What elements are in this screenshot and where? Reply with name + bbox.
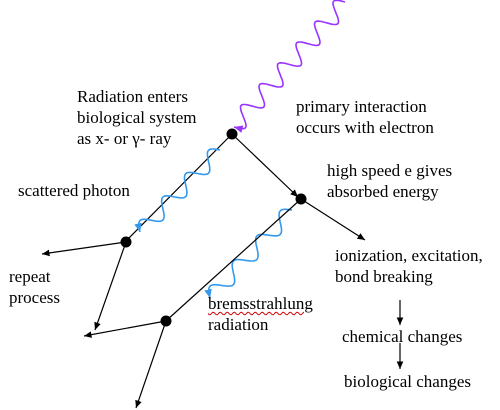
primary-interaction-label-line-1: primary interaction [296,97,427,116]
repeat-branch-left-arrow [41,241,127,257]
chemical-changes-label: chemical changes [342,327,463,346]
primary-interaction-label-line-2: occurs with electron [296,118,434,137]
scattered-photon-label: scattered photon [18,181,130,200]
repeat-process-label-line-1: repeat [9,267,51,286]
high-speed-electron-label-line-1: high speed e gives [327,161,453,180]
primary-interaction-dot [226,128,238,140]
photon-path-line-1 [125,133,233,242]
incoming-ray-wave [233,0,346,133]
electron-to-ionization-line [300,198,366,241]
high-speed-electron-label-line-2: absorbed energy [327,182,439,201]
electron-path-line [231,133,299,198]
biological-changes-label: biological changes [344,372,471,391]
lower-branch-down-arrow [135,320,167,409]
scattered-photon-wave [134,148,221,233]
scatter-point-dot [120,236,132,248]
repeat-process-label-line-2: process [9,288,60,307]
radiation-enters-label-line-3: as x- or γ- ray [77,129,172,148]
secondary-photon-wave [204,208,293,299]
radiation-enters-label-line-2: biological system [77,108,197,127]
radiation-enters-label-line-1: Radiation enters [77,87,188,106]
ionization-label-line-1: ionization, excitation, [335,246,483,265]
electron-to-bremsstrahlung-line [166,198,302,321]
bremsstrahlung-label-line-1: bremsstrahlung [208,294,313,313]
repeat-branch-down-arrow [94,241,127,331]
lower-branch-left-arrow [83,320,167,338]
bremsstrahlung-label-line-2: radiation [208,315,269,334]
ionization-label-line-2: bond breaking [335,267,433,286]
bremsstrahlung-point-dot [160,315,172,327]
high-speed-electron-dot [295,193,307,205]
